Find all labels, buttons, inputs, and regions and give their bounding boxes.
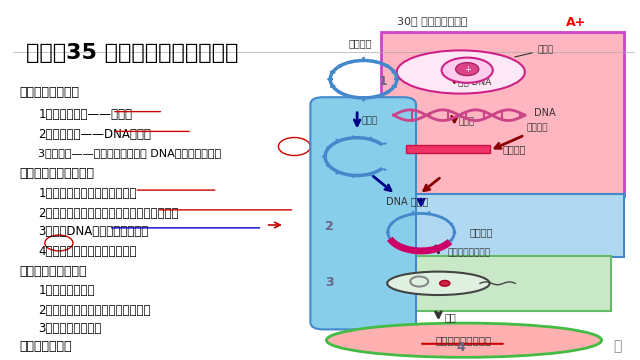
Text: 2、动物基因工程（受体细胞特殊）: 2、动物基因工程（受体细胞特殊） [38, 304, 151, 317]
Text: 知识点35 基因工程及转基因生物: 知识点35 基因工程及转基因生物 [26, 43, 238, 63]
Text: 四、转基因生物: 四、转基因生物 [19, 340, 72, 353]
Circle shape [440, 280, 450, 286]
Text: 目的基因: 目的基因 [502, 144, 526, 154]
Text: 重组质粒: 重组质粒 [469, 227, 493, 237]
Ellipse shape [442, 58, 493, 83]
Text: 限制酶: 限制酶 [362, 116, 378, 125]
Text: 2、目的基因与运载体重组（限制酶的选择）: 2、目的基因与运载体重组（限制酶的选择） [38, 207, 179, 220]
Text: 3、重组DNA分子导入受体细胞: 3、重组DNA分子导入受体细胞 [38, 225, 148, 238]
Text: 筛选: 筛选 [445, 312, 456, 322]
Ellipse shape [387, 271, 490, 295]
Text: 1、获取目的基因（两种方法）: 1、获取目的基因（两种方法） [38, 187, 137, 200]
Text: 化学合成: 化学合成 [526, 123, 548, 132]
Text: 2: 2 [325, 220, 334, 233]
Text: 1、植物基因工程: 1、植物基因工程 [38, 284, 95, 297]
Text: 1、基因的剪刀——限制酶: 1、基因的剪刀——限制酶 [38, 108, 132, 121]
Text: 质粒导入受体细胞: 质粒导入受体细胞 [448, 248, 491, 257]
Text: 30天 挑战生物等级考: 30天 挑战生物等级考 [397, 16, 471, 26]
FancyBboxPatch shape [323, 256, 611, 311]
Text: DNA: DNA [534, 108, 556, 118]
Text: 细胞核: 细胞核 [515, 45, 554, 57]
Ellipse shape [397, 50, 525, 94]
Text: 提取 DNA: 提取 DNA [458, 78, 491, 87]
Text: 三、基因工程的分类: 三、基因工程的分类 [19, 265, 86, 278]
Text: 细菌质粒: 细菌质粒 [349, 39, 372, 49]
Text: 细胞增殖并表达产物: 细胞增殖并表达产物 [436, 335, 492, 345]
Circle shape [456, 63, 479, 76]
Text: 3、运载体——质粒（双链闭环的 DNA分子）或噬病毒: 3、运载体——质粒（双链闭环的 DNA分子）或噬病毒 [38, 148, 221, 158]
FancyBboxPatch shape [406, 145, 490, 153]
Text: 二、基因工程基本步骤: 二、基因工程基本步骤 [19, 167, 94, 180]
Text: 🔊: 🔊 [613, 339, 622, 353]
Text: 3: 3 [325, 276, 334, 289]
Text: 2、基因胶水——DNA连接酶: 2、基因胶水——DNA连接酶 [38, 128, 151, 141]
FancyBboxPatch shape [381, 194, 624, 257]
Text: 4、筛选含目的基因的受体细胞: 4、筛选含目的基因的受体细胞 [38, 245, 137, 258]
Text: 一、基因工程工具: 一、基因工程工具 [19, 86, 79, 99]
Text: 1: 1 [378, 75, 387, 87]
FancyBboxPatch shape [381, 32, 624, 196]
Text: 4: 4 [456, 341, 465, 354]
Text: DNA 连接酶: DNA 连接酶 [387, 196, 429, 206]
Text: 3、微生物基因工程: 3、微生物基因工程 [38, 322, 102, 335]
Ellipse shape [326, 323, 602, 357]
FancyBboxPatch shape [310, 97, 416, 329]
Text: +: + [464, 65, 470, 74]
Text: 限制酶: 限制酶 [458, 117, 474, 126]
Text: A+: A+ [566, 16, 587, 29]
